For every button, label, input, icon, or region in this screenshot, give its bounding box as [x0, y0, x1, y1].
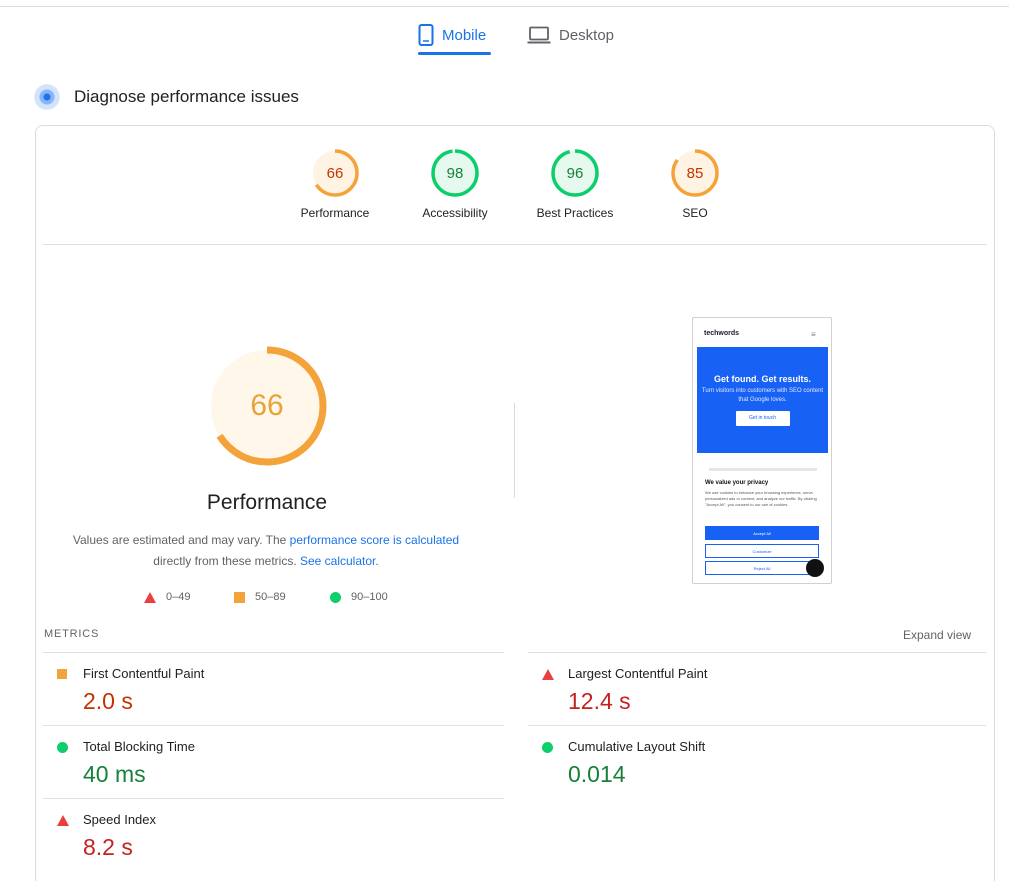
circle-icon [542, 742, 553, 753]
tab-desktop[interactable]: Desktop [527, 14, 614, 56]
section-header: Diagnose performance issues [34, 84, 299, 110]
gauge-accessibility[interactable]: 98 Accessibility [395, 148, 515, 220]
triangle-icon [144, 591, 156, 603]
device-tabs: Mobile Desktop [0, 14, 1009, 56]
tab-desktop-label: Desktop [559, 26, 615, 44]
metric-divider [43, 798, 504, 799]
gauge-score: 98 [446, 165, 464, 182]
metric-divider [528, 725, 986, 726]
desc-text-2: directly from these metrics. [153, 554, 300, 568]
metric-largest-contentful-paint: Largest Contentful Paint 12.4 s [528, 653, 958, 725]
gauge-score: 96 [566, 165, 584, 182]
performance-title: Performance [206, 491, 328, 514]
category-gauges: 66 Performance 98 Accessibility 96 Best Pract… [0, 148, 1009, 238]
metric-value: 40 ms [83, 761, 146, 787]
preview-logo: techwords [704, 330, 740, 337]
gauge-label: Accessibility [422, 206, 488, 220]
legend-poor-range: 0–49 [166, 591, 191, 603]
metric-value: 12.4 s [568, 688, 631, 714]
triangle-icon [542, 669, 554, 680]
preview-privacy-text: We use cookies to enhance your browsing … [705, 490, 817, 507]
gauge-label: SEO [682, 206, 708, 220]
gauge-best-practices[interactable]: 96 Best Practices [515, 148, 635, 220]
preview-hero-text: Turn visitors into customers with SEO co… [701, 388, 824, 403]
smartphone-icon [418, 24, 434, 46]
gauge-score: 85 [686, 165, 704, 182]
gauges-divider [43, 244, 987, 245]
legend-average-range: 50–89 [255, 591, 286, 603]
top-divider [0, 6, 1009, 7]
square-icon [234, 591, 245, 603]
chat-icon [806, 559, 824, 577]
report-card [35, 125, 995, 881]
metric-value: 2.0 s [83, 688, 133, 714]
gauge-seo[interactable]: 85 SEO [635, 148, 755, 220]
metric-divider [43, 725, 504, 726]
laptop-icon [527, 26, 551, 44]
preview-hero-heading: Get found. Get results. [713, 374, 811, 384]
performance-gauge [207, 346, 327, 466]
legend-poor: 0–49 [144, 589, 190, 605]
square-icon [57, 669, 67, 679]
circle-icon [330, 591, 341, 603]
legend-good: 90–100 [330, 589, 388, 605]
preview-strip [709, 468, 817, 471]
metric-divider [528, 652, 986, 653]
expand-view-toggle[interactable]: Expand view [903, 628, 972, 642]
legend-good-range: 90–100 [351, 591, 388, 603]
metric-value: 0.014 [568, 761, 626, 787]
preview-hero-button: Get in touch [735, 411, 790, 426]
gauge-performance[interactable]: 66 Performance [275, 148, 395, 220]
metric-name: First Contentful Paint [83, 666, 205, 681]
gauge-ring [551, 149, 599, 197]
preview-hero: Get found. Get results. Turn visitors in… [697, 347, 828, 453]
gauge-label: Best Practices [536, 206, 614, 220]
page-screenshot-preview[interactable]: techwords ≡ Get found. Get results. Turn… [692, 317, 832, 584]
metric-name: Total Blocking Time [83, 739, 195, 754]
active-tab-indicator [418, 52, 491, 55]
metric-speed-index: Speed Index 8.2 s [43, 799, 473, 871]
gauge-ring [431, 149, 479, 197]
performance-score: 66 [250, 389, 284, 422]
performance-description: Values are estimated and may vary. The p… [66, 530, 466, 572]
triangle-icon [57, 815, 69, 826]
diagnose-icon [34, 84, 60, 110]
hamburger-icon: ≡ [811, 330, 816, 339]
desc-text-1: Values are estimated and may vary. The [72, 533, 290, 547]
metric-name: Cumulative Layout Shift [568, 739, 706, 754]
gauge-ring [311, 149, 359, 197]
metric-value: 8.2 s [83, 834, 133, 860]
vertical-divider [514, 403, 515, 498]
legend-average: 50–89 [234, 589, 286, 605]
tab-mobile-label: Mobile [442, 26, 487, 44]
section-title: Diagnose performance issues [74, 87, 299, 106]
metric-divider [43, 652, 504, 653]
preview-customize-button: Customize [705, 544, 819, 558]
score-calculated-link[interactable]: performance score is calculated [289, 533, 460, 547]
metric-name: Speed Index [83, 812, 157, 827]
preview-accept-button: Accept All [705, 526, 819, 540]
gauge-label: Performance [300, 206, 370, 220]
see-calculator-link[interactable]: See calculator. [299, 554, 379, 568]
gauge-ring [671, 149, 719, 197]
metric-first-contentful-paint: First Contentful Paint 2.0 s [43, 653, 473, 725]
metric-name: Largest Contentful Paint [568, 666, 708, 681]
metric-total-blocking-time: Total Blocking Time 40 ms [43, 726, 473, 798]
preview-privacy-title: We value your privacy [705, 480, 769, 486]
tab-mobile[interactable]: Mobile [418, 14, 486, 56]
gauge-score: 66 [326, 165, 344, 182]
circle-icon [57, 742, 68, 753]
preview-reject-button: Reject All [705, 561, 819, 575]
metric-cumulative-layout-shift: Cumulative Layout Shift 0.014 [528, 726, 958, 798]
metrics-heading: METRICS [44, 628, 100, 640]
